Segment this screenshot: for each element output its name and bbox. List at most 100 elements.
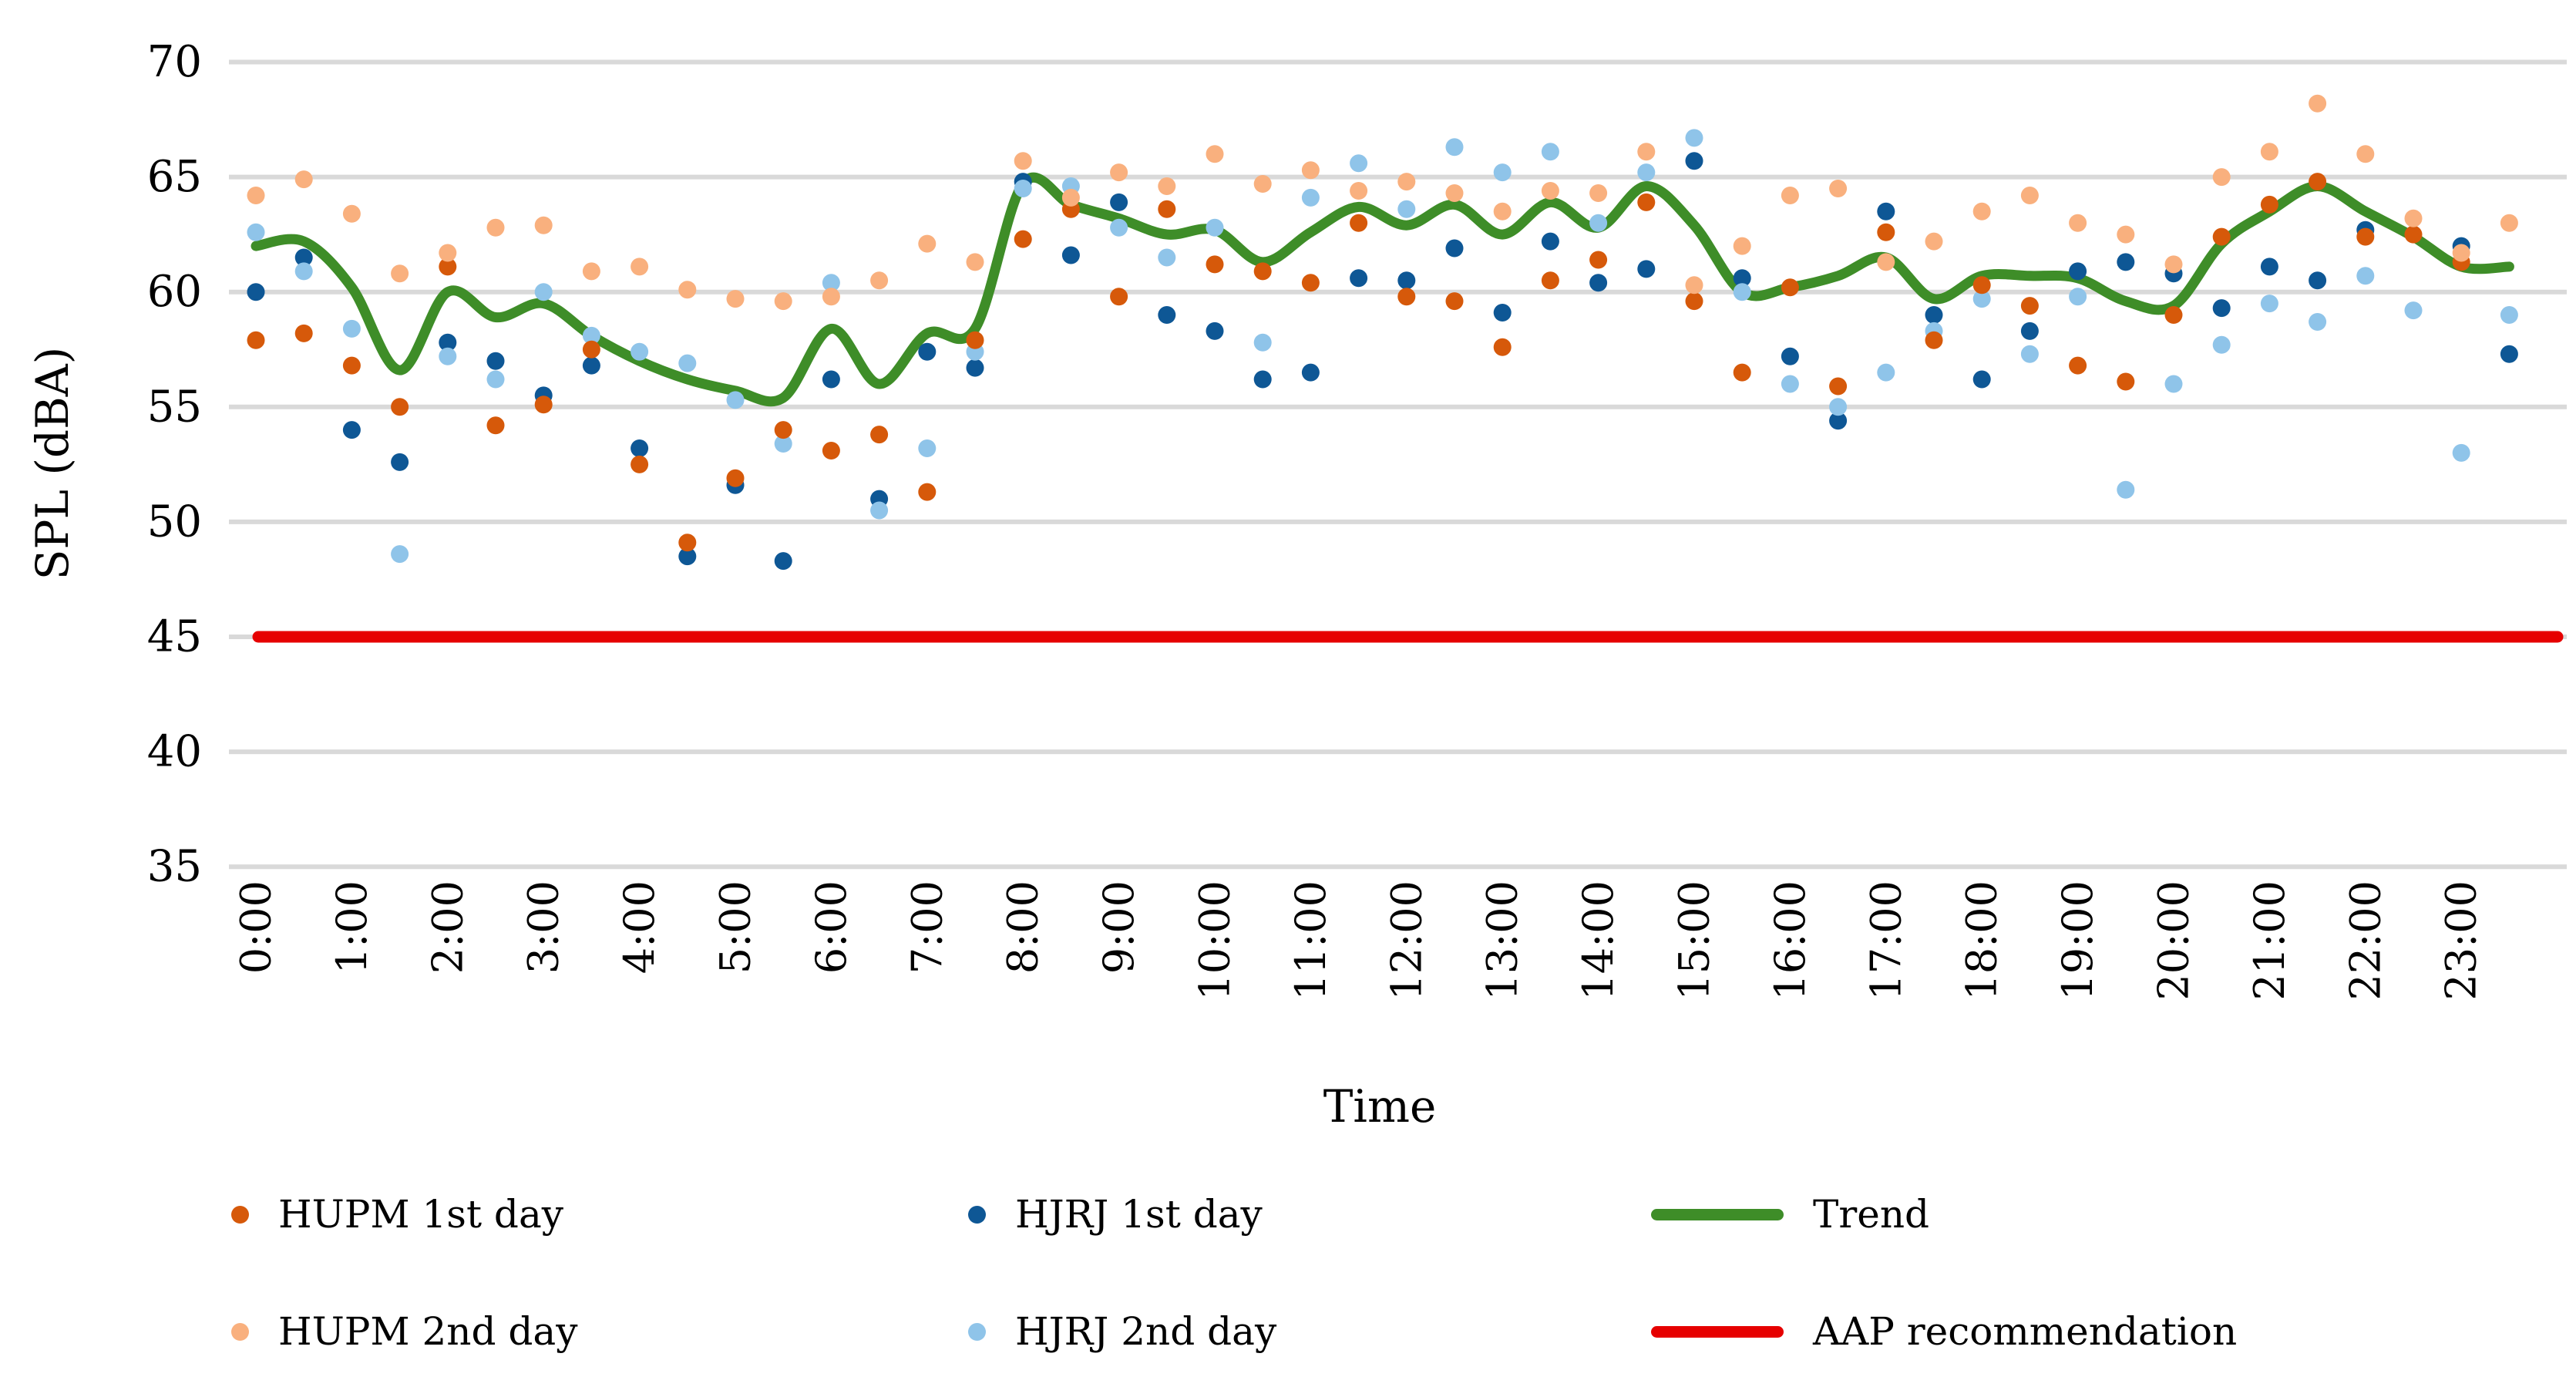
hjrj-1st-day-point <box>631 439 649 457</box>
legend-item-hupm-2nd-day: HUPM 2nd day <box>231 1305 577 1358</box>
hupm-2nd-day-point <box>294 170 313 189</box>
legend-item-hjrj-2nd-day: HJRJ 2nd day <box>968 1305 1276 1358</box>
hjrj-1st-day-point <box>2212 299 2231 318</box>
hjrj-2nd-day-point <box>1014 180 1032 197</box>
hjrj-2nd-day-point <box>870 501 889 520</box>
hjrj-1st-day-point <box>1589 274 1608 292</box>
hjrj-1st-day-point <box>1206 322 1224 340</box>
hupm-1st-day-point <box>1493 338 1512 356</box>
x-tick-label: 7:00 <box>903 880 951 974</box>
hjrj-2nd-day-point <box>247 223 265 241</box>
hjrj-1st-day-point <box>1061 246 1080 264</box>
hupm-1st-day-point <box>342 356 361 375</box>
hjrj-1st-day-point <box>2309 271 2327 290</box>
hupm-2nd-day-point <box>534 216 553 234</box>
legend-item-trend: Trend <box>1651 1187 1929 1241</box>
hupm-2nd-day-point <box>1158 177 1176 195</box>
hupm-2nd-day-point <box>1397 173 1416 191</box>
hupm-1st-day-point <box>1253 262 1272 281</box>
hupm-2nd-day-point <box>439 244 457 262</box>
trend-line <box>251 172 2514 407</box>
hjrj-2nd-day-point <box>2356 267 2375 285</box>
hjrj-2nd-day-point <box>439 347 457 365</box>
hjrj-2nd-day-point <box>726 391 745 409</box>
hupm-1st-day-point <box>1733 363 1751 382</box>
hjrj-1st-day-point <box>294 248 313 267</box>
x-tick-label: 12:00 <box>1382 880 1431 1001</box>
hjrj-2nd-day-point <box>342 319 361 338</box>
hjrj-1st-day-point <box>1301 363 1320 382</box>
hupm-1st-day-point <box>2020 297 2039 315</box>
hupm-2nd-day-point <box>726 290 745 308</box>
hupm-1st-day-point <box>2356 227 2375 246</box>
hupm-1st-day-point <box>2404 225 2423 244</box>
hjrj-2nd-day-point <box>1877 363 1895 382</box>
hjrj-2nd-day-point <box>294 262 313 281</box>
legend-label: Trend <box>1813 1192 1930 1237</box>
hjrj-2nd-day-point <box>1589 214 1608 232</box>
hjrj-1st-day-point <box>1350 269 1368 288</box>
hupm-1st-day-point <box>391 398 409 416</box>
x-tick-label: 19:00 <box>2053 880 2102 1001</box>
hupm-1st-day-point <box>678 534 697 552</box>
hupm-1st-day-point <box>486 416 505 435</box>
hupm-2nd-day-point <box>1877 253 1895 271</box>
hjrj-1st-day-point <box>678 547 697 566</box>
hjrj-2nd-day-point <box>1158 248 1176 267</box>
hjrj-2nd-day-point <box>1829 398 1848 416</box>
hjrj-2nd-day-point <box>2020 345 2039 363</box>
x-tick-label: 3:00 <box>520 880 568 974</box>
x-tick-label: 11:00 <box>1286 880 1335 1001</box>
hjrj-1st-day-point <box>247 283 265 301</box>
legend-item-hjrj-1st-day: HJRJ 1st day <box>968 1187 1263 1241</box>
hjrj-2nd-day-point <box>2212 335 2231 354</box>
spl-time-chart: 70 65 60 55 50 45 40 35 0:00 1:00 2:00 3:00 4:00 5:00… <box>26 37 2567 1133</box>
hjrj-1st-day-point <box>918 342 937 361</box>
hjrj-1st-day-point <box>1110 193 1128 211</box>
hjrj-1st-day-point <box>774 552 792 571</box>
hjrj-2nd-day-point <box>631 342 649 361</box>
hupm-1st-day-point <box>2117 372 2135 391</box>
hjrj-1st-day-point <box>1493 304 1512 322</box>
legend-label: HUPM 2nd day <box>278 1309 578 1354</box>
hjrj-1st-day-point <box>1781 347 1799 365</box>
hupm-1st-day-point <box>918 483 937 501</box>
hjrj-2nd-day-point <box>2069 288 2087 306</box>
hupm-1st-day-point <box>1206 255 1224 274</box>
hupm-1st-day-point <box>1014 230 1032 248</box>
y-tick-label: 40 <box>147 727 202 777</box>
hupm-2nd-day-point <box>1685 276 1703 295</box>
hupm-2nd-day-point <box>2212 168 2231 187</box>
x-tick-label: 5:00 <box>711 880 760 974</box>
x-axis-tick-labels: 0:00 1:00 2:00 3:00 4:00 5:00 6:00 7:00 8:00 9:00… <box>232 880 2486 1001</box>
hupm-2nd-day-point <box>2452 244 2470 262</box>
hupm-2nd-day-point <box>2260 143 2278 161</box>
series-hjrj-2nd-day <box>247 129 2518 564</box>
hupm-2nd-day-point <box>1110 163 1128 182</box>
trend-line-marker-icon <box>1651 1208 1784 1220</box>
hjrj-2nd-day-point <box>1637 163 1656 182</box>
hupm-2nd-day-point <box>1493 202 1512 221</box>
x-tick-label: 1:00 <box>328 880 376 974</box>
hupm-2nd-day-point <box>774 292 792 311</box>
hupm-1st-day-marker-icon <box>231 1205 249 1224</box>
y-axis-tick-labels: 70 65 60 55 50 45 40 35 <box>147 37 202 892</box>
hupm-2nd-day-point <box>2020 187 2039 204</box>
hupm-2nd-day-point <box>342 204 361 223</box>
hupm-2nd-day-point <box>1781 187 1799 204</box>
hjrj-2nd-day-point <box>822 274 840 292</box>
hjrj-1st-day-point <box>582 356 600 375</box>
hupm-2nd-day-point <box>1301 161 1320 180</box>
hjrj-2nd-day-point <box>1493 163 1512 182</box>
x-tick-label: 21:00 <box>2245 880 2294 1001</box>
hjrj-2nd-day-point <box>534 283 553 301</box>
hupm-1st-day-point <box>1158 200 1176 218</box>
hjrj-1st-day-point <box>1733 269 1751 288</box>
hjrj-1st-day-point <box>2260 258 2278 276</box>
x-tick-label: 0:00 <box>232 880 281 974</box>
hupm-2nd-day-point <box>1972 202 1991 221</box>
hupm-2nd-day-point <box>1733 237 1751 255</box>
hupm-2nd-day-point <box>1925 232 1943 251</box>
hjrj-1st-day-point <box>391 453 409 471</box>
